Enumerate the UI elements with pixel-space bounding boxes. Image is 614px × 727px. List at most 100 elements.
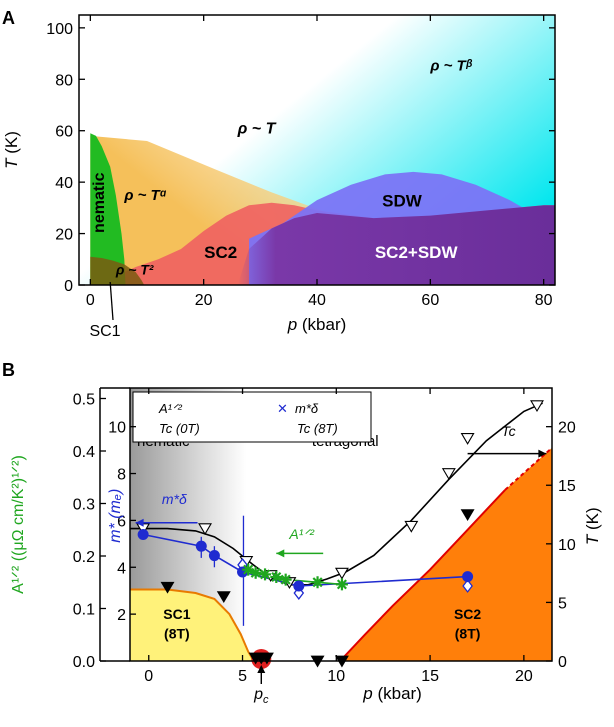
sc1-8t-label: SC1 [163,606,190,622]
panel-a-phase-regions [79,15,555,285]
nematic-region [90,133,126,285]
tc-0t-point [198,523,212,536]
b-y-right-tick-label: 15 [558,478,576,495]
a-half-point-stroke [250,567,261,578]
m-star-arrow-head [135,518,144,527]
sc2-label: SC2 [204,243,237,262]
b-y-inner-tick-label: 8 [117,467,126,484]
sc1-label: SC1 [89,323,120,340]
panel-a-axes: 0 20 40 60 80 0 20 40 60 80 100 p (kbar) T (K) [2,14,556,334]
b-x-axis-label: p (kbar) [362,684,422,703]
y-tick-label-0: 0 [64,278,73,295]
sc1-pointer [109,281,114,321]
pc-label: pc [253,686,269,706]
panel-b-labels: nematictetragonalA¹ᐟ²✕m*δTc (0T)Tc (8T)m… [132,391,547,706]
b-x-tick-label-20: 20 [515,668,533,685]
panel-a: A ρ ~ Tᵝ ρ ~ T ρ ~ Tᵅ ρ ~ T² SDW SC2 SC2+SDW ne… [2,8,556,340]
legend-tc-8t-text: Tc (8T) [297,421,338,436]
m-star-annotation: m*δ [162,491,187,507]
a-half-point-stroke [312,577,323,588]
y-tick-label-40: 40 [55,175,73,192]
b-x-tick-label-5: 5 [238,668,247,685]
b-inner-axis-label: m* (mₑ) [107,489,124,543]
rho-beta-label: ρ ~ Tᵝ [429,57,472,74]
x-tick-label-40: 40 [308,292,326,309]
panel-b-letter: B [2,360,15,380]
m-star-point [208,550,220,562]
m-star-point [293,580,305,592]
tc-8t-point [160,581,175,594]
b-y-inner-tick-label: 10 [108,420,126,437]
a-half-point [259,568,272,581]
m-star-point [137,528,149,540]
sc2-8t-boundary-dashed [504,447,552,491]
sc2-sdw-label: SC2+SDW [375,243,459,262]
nematic-label: nematic [91,172,108,233]
a-half-point [270,571,283,583]
tc-8t-point [216,591,231,604]
m-star-line [142,533,468,587]
b-y-left-tick-label: 0.5 [73,392,95,409]
pc-arrow-head [257,665,266,673]
b-right-axis-label: T (K) [583,507,602,545]
b-y-left-tick-label: 0.4 [73,444,95,461]
b-x-tick-label-0: 0 [144,668,153,685]
sdw-label: SDW [382,192,423,211]
a-half-arrow-head [276,549,285,558]
y-tick-label-20: 20 [55,227,73,244]
x-tick-label-20: 20 [195,292,213,309]
x-tick-label-80: 80 [535,292,553,309]
b-y-inner-tick-label: 4 [117,560,126,577]
a-half-point [311,576,324,589]
b-y-left-tick-label: 0.2 [73,549,95,566]
m-star-open-point [462,579,473,593]
panel-a-labels: ρ ~ Tᵝ ρ ~ T ρ ~ Tᵅ ρ ~ T² SDW SC2 SC2+SDW nema… [89,57,472,340]
tc-0t-point [460,433,475,445]
y-axis-label: T (K) [2,131,21,169]
m-star-point [195,540,207,552]
rho-t-label: ρ ~ T [237,120,277,137]
b-y-left-tick-label: 0.3 [73,497,95,514]
tc-annotation: Tc [501,423,515,439]
tc-0t-point [441,468,456,481]
a-half-point-stroke [260,569,271,580]
legend-m-star-cross: ✕ [277,401,288,416]
sc1-8t-boundary [130,588,255,661]
b-y-right-tick-label: 5 [558,595,567,612]
sc2-sdw-region [237,205,555,285]
b-y-right-tick-label: 10 [558,537,576,554]
b-y-left-tick-label: 0.1 [73,602,95,619]
a-half-point [335,578,348,591]
legend-box [132,391,372,443]
tc-0t-point [334,567,349,580]
sc2-8t-boundary [339,489,506,661]
b-y-left-tick-label: 0.0 [73,654,95,671]
a-half-point [249,566,262,579]
tc-0t-point [530,400,544,413]
sc2-8t-region [340,447,552,661]
x-axis-label: p (kbar) [287,315,347,334]
b-y-right-tick-label: 20 [558,420,576,437]
panel-a-letter: A [2,8,15,28]
panel-b-frame [129,387,553,662]
y-tick-label-60: 60 [55,124,73,141]
a-half-point-stroke [243,564,254,575]
x-tick-label-60: 60 [421,292,439,309]
x-tick-label-0: 0 [86,292,95,309]
legend-a-half-text: A¹ᐟ² [158,401,183,416]
b-x-tick-label-10: 10 [327,668,345,685]
y-tick-label-100: 100 [46,21,73,38]
sc2-8t-sublabel: (8T) [455,626,481,642]
sc1-8t-sublabel: (8T) [164,626,190,642]
pc-triangle [259,652,274,665]
tc-arrow-head [538,449,547,458]
legend-tc-0t-text: Tc (0T) [159,421,200,436]
a-half-point-stroke [280,574,291,585]
b-y-right-tick-label: 0 [558,654,567,671]
b-y-inner-tick-label: 2 [117,607,126,624]
b-y-inner-tick-label: 6 [117,513,126,530]
legend-m-star-text: m*δ [295,401,319,416]
rho-t2-label: ρ ~ T² [115,262,154,278]
sc1-region [90,256,145,285]
